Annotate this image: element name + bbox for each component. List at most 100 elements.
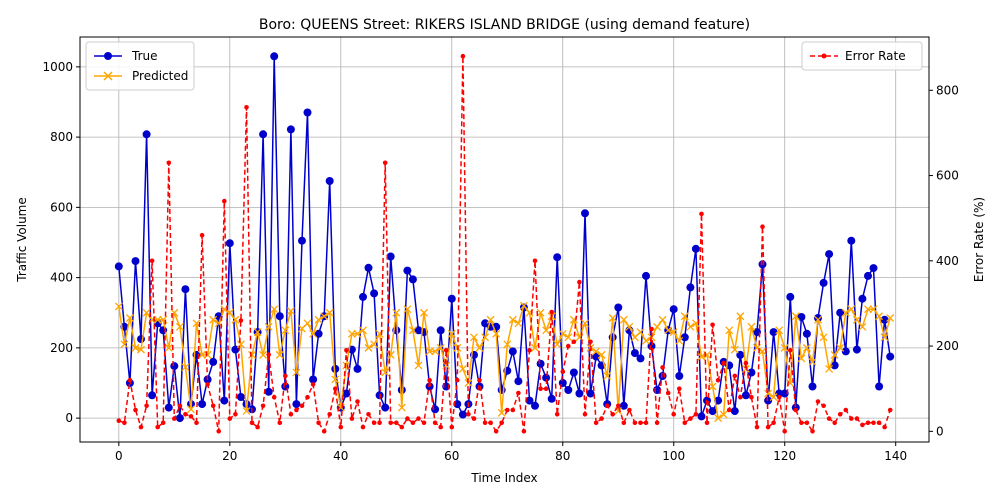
error-rate-point	[227, 416, 233, 421]
y2-tick-label: 600	[936, 169, 959, 183]
true-point	[275, 312, 284, 321]
predicted-point	[802, 343, 811, 352]
true-point	[758, 260, 767, 269]
true-point	[131, 257, 140, 266]
true-point	[880, 315, 889, 324]
error-rate-point	[560, 369, 566, 375]
predicted-point	[852, 315, 861, 324]
error-rate-point	[238, 318, 244, 323]
predicted-point	[137, 345, 145, 354]
error-rate-point	[671, 412, 676, 417]
predicted-point	[264, 322, 273, 331]
predicted-point	[303, 319, 312, 328]
x-tick-label: 20	[222, 449, 237, 463]
error-rate-point	[505, 407, 510, 413]
predicted-point	[486, 315, 495, 324]
error-rate-point	[837, 412, 843, 417]
predicted-point	[281, 326, 290, 335]
chart-title: Boro: QUEENS Street: RIKERS ISLAND BRIDG…	[259, 17, 750, 33]
predicted-point	[736, 312, 745, 321]
y-axis-label: Traffic Volume	[15, 197, 29, 283]
error-rate-point	[338, 424, 344, 430]
error-rate-point	[688, 416, 693, 421]
x-tick-label: 60	[444, 449, 459, 463]
predicted-point	[458, 364, 467, 373]
error-rate-point	[521, 429, 527, 434]
error-rate-point	[760, 224, 765, 229]
true-point	[142, 130, 151, 139]
predicted-point	[730, 345, 739, 354]
predicted-point	[514, 319, 523, 328]
predicted-point	[231, 315, 240, 324]
true-point	[236, 393, 245, 401]
error-rate-point	[499, 420, 505, 426]
true-point	[808, 382, 817, 391]
predicted-point	[664, 326, 673, 335]
error-rate-point	[160, 420, 166, 426]
y2-tick-label: 400	[936, 254, 959, 268]
error-rate-point	[621, 420, 627, 426]
error-rate-point	[366, 412, 371, 417]
error-rate-point	[271, 394, 277, 400]
true-point	[564, 386, 573, 394]
predicted-point	[320, 312, 329, 321]
error-rate-point	[471, 416, 477, 421]
plot-frame	[79, 36, 930, 443]
predicted-point	[747, 322, 756, 331]
y2-tick-label: 0	[936, 424, 944, 438]
predicted-point	[392, 308, 401, 317]
error-rate-point	[699, 211, 704, 217]
true-point	[281, 382, 290, 391]
true-point	[886, 352, 895, 361]
predicted-point	[420, 308, 428, 317]
true-point	[458, 410, 467, 419]
error-rate-point	[349, 416, 355, 421]
error-rate-point	[604, 403, 610, 409]
predicted-point	[331, 375, 340, 384]
predicted-point	[142, 308, 151, 317]
true-point	[642, 271, 650, 280]
predicted-point	[508, 315, 517, 324]
predicted-point	[403, 305, 412, 314]
true-point	[259, 130, 268, 139]
true-point	[741, 391, 750, 400]
legend-error-label: Error Rate	[845, 49, 906, 63]
predicted-point	[808, 357, 817, 366]
predicted-point	[481, 333, 490, 342]
error-rate-point	[477, 377, 482, 383]
true-point	[669, 305, 678, 314]
predicted-point	[847, 305, 856, 314]
true-point	[342, 389, 351, 398]
legend-true-marker	[104, 52, 112, 60]
error-rate-point	[677, 386, 682, 392]
x-tick-label: 0	[115, 449, 123, 463]
predicted-point	[886, 314, 895, 322]
true-point	[553, 253, 562, 262]
true-point	[569, 368, 578, 377]
error-rate-point	[382, 160, 388, 166]
true-point	[181, 285, 190, 294]
error-rate-point	[233, 412, 238, 417]
error-rate-point	[860, 422, 865, 428]
predicted-point	[553, 340, 562, 349]
error-rate-point	[394, 420, 399, 426]
error-rate-point	[188, 414, 194, 419]
true-point	[325, 177, 334, 185]
error-rate-point	[871, 420, 876, 426]
predicted-point	[475, 343, 484, 352]
true-point	[164, 403, 173, 412]
error-rate-point	[865, 420, 871, 426]
predicted-point	[370, 340, 379, 349]
predicted-point	[869, 305, 878, 314]
true-point	[825, 250, 834, 259]
error-rate-point	[649, 326, 654, 332]
error-rate-point	[482, 420, 488, 426]
error-rate-point	[355, 399, 360, 404]
error-rate-point	[776, 394, 782, 400]
error-rate-point	[194, 420, 199, 426]
predicted-point	[131, 343, 140, 352]
predicted-point	[342, 361, 351, 370]
predicted-point	[309, 329, 318, 338]
predicted-point	[120, 340, 129, 349]
error-rate-point	[887, 407, 893, 413]
